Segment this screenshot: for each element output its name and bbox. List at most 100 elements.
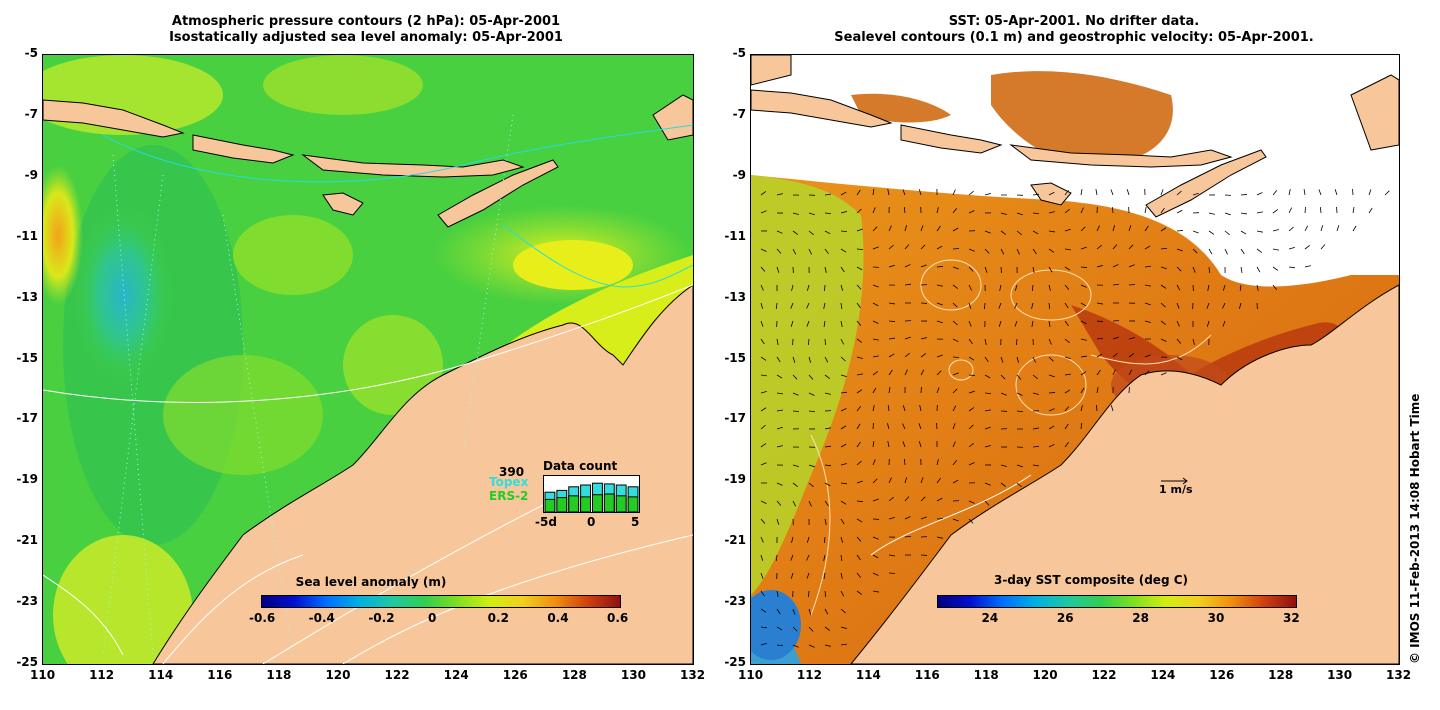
velocity-arrow — [856, 480, 863, 484]
sla-cbtick-6: 0.6 — [607, 611, 629, 625]
velocity-arrow — [918, 423, 922, 430]
velocity-arrow — [760, 210, 767, 214]
velocity-arrow — [1000, 212, 1007, 215]
velocity-arrow — [968, 407, 975, 412]
velocity-arrow — [1256, 284, 1259, 291]
velocity-arrow — [1206, 320, 1210, 327]
velocity-arrow — [1080, 284, 1087, 288]
velocity-arrow — [856, 554, 861, 561]
velocity-arrow — [1095, 404, 1098, 412]
velocity-arrow — [952, 248, 960, 250]
velocity-arrow — [1096, 302, 1103, 305]
velocity-arrow — [824, 374, 831, 379]
velocity-arrow — [936, 302, 943, 306]
velocity-arrow — [824, 356, 829, 363]
velocity-arrow — [808, 410, 816, 413]
velocity-arrow — [840, 572, 843, 579]
velocity-arrow — [1016, 464, 1023, 468]
velocity-arrow — [936, 245, 943, 250]
velocity-arrow — [902, 189, 906, 196]
velocity-arrow — [1016, 248, 1020, 255]
velocity-arrow — [840, 590, 845, 597]
sst-cbtick-4: 32 — [1283, 611, 1300, 625]
velocity-arrow — [1208, 230, 1215, 235]
velocity-arrow — [824, 518, 827, 525]
right-ytick-m7: -7 — [732, 106, 746, 121]
sulawesi-fragment-sst — [1350, 74, 1399, 151]
velocity-arrow — [936, 536, 943, 539]
velocity-arrow — [760, 536, 764, 543]
velocity-arrow — [984, 248, 990, 254]
velocity-arrow — [1224, 230, 1230, 236]
right-y-axis-ticks: -5 -7 -9 -11 -13 -15 -17 -19 -21 -23 -25 — [708, 46, 748, 669]
velocity-arrow — [984, 266, 988, 273]
ers2-count-bar — [544, 498, 556, 512]
velocity-arrow — [1031, 320, 1034, 327]
velocity-arrow — [872, 590, 879, 593]
velocity-arrow — [952, 518, 959, 522]
velocity-arrow — [984, 356, 989, 363]
velocity-arrow — [823, 320, 826, 327]
count-xtick-minus5: -5d — [535, 515, 557, 529]
velocity-arrow — [824, 626, 831, 631]
velocity-arrow — [1000, 464, 1007, 467]
right-title-line2: Sealevel contours (0.1 m) and geostrophi… — [834, 30, 1314, 45]
velocity-arrow — [808, 590, 810, 598]
velocity-arrow — [872, 371, 879, 376]
velocity-arrow — [1016, 482, 1022, 488]
velocity-arrow — [1064, 248, 1071, 251]
velocity-arrow — [808, 338, 810, 346]
sla-colorbar-ticks: -0.6 -0.4 -0.2 0 0.2 0.4 0.6 — [249, 611, 628, 627]
right-ytick-m11: -11 — [724, 228, 746, 243]
velocity-arrow — [792, 230, 799, 235]
velocity-arrow — [1064, 406, 1070, 412]
right-xtick-130: 130 — [1327, 668, 1353, 682]
velocity-arrow — [808, 374, 814, 380]
velocity-arrow — [920, 264, 927, 268]
data-count-title: Data count — [543, 459, 618, 473]
velocity-arrow — [1000, 374, 1006, 380]
right-x-axis-ticks: 110 112 114 116 118 120 122 124 126 128 130 132 — [738, 668, 1411, 686]
velocity-arrow — [760, 266, 766, 272]
velocity-arrow — [856, 441, 861, 448]
velocity-arrow — [1048, 248, 1055, 253]
velocity-arrow — [824, 464, 832, 467]
velocity-arrow — [1288, 226, 1294, 232]
velocity-arrow — [984, 482, 991, 486]
velocity-arrow — [1272, 266, 1279, 271]
left-ytick-m23: -23 — [16, 594, 38, 609]
velocity-arrow — [998, 302, 1002, 309]
velocity-arrow — [808, 464, 815, 468]
right-ytick-m17: -17 — [724, 411, 746, 426]
velocity-arrow — [1304, 225, 1309, 232]
velocity-arrow — [936, 497, 943, 502]
velocity-arrow — [1144, 207, 1147, 214]
sst-cbtick-1: 26 — [1056, 611, 1074, 625]
geostrophic-velocity-arrows — [760, 188, 1390, 648]
velocity-arrow — [902, 423, 906, 430]
left-ytick-m19: -19 — [16, 472, 38, 487]
data-count-max: 390 — [499, 465, 525, 479]
velocity-arrow — [920, 386, 922, 394]
velocity-arrow — [968, 356, 975, 361]
velocity-arrow — [984, 445, 991, 448]
velocity-arrow — [952, 208, 957, 214]
velocity-arrow — [776, 482, 783, 486]
velocity-arrow — [1160, 338, 1167, 342]
ers2-count-bar — [615, 495, 627, 512]
sst-cbtick-3: 30 — [1207, 611, 1225, 625]
left-ytick-m13: -13 — [16, 289, 38, 304]
velocity-arrow — [968, 424, 974, 430]
velocity-arrow — [872, 478, 878, 484]
velocity-arrow — [1256, 192, 1263, 196]
velocity-arrow — [1224, 248, 1228, 255]
sla-colorbar-label: Sea level anomaly (m) — [295, 575, 447, 589]
velocity-arrow — [1112, 352, 1118, 358]
velocity-arrow — [1048, 408, 1055, 412]
velocity-arrow — [1128, 353, 1135, 358]
velocity-arrow — [1160, 207, 1165, 214]
velocity-arrow — [872, 536, 879, 540]
right-xtick-112: 112 — [796, 668, 822, 682]
velocity-arrow — [1144, 265, 1152, 268]
velocity-arrow — [1240, 266, 1243, 273]
